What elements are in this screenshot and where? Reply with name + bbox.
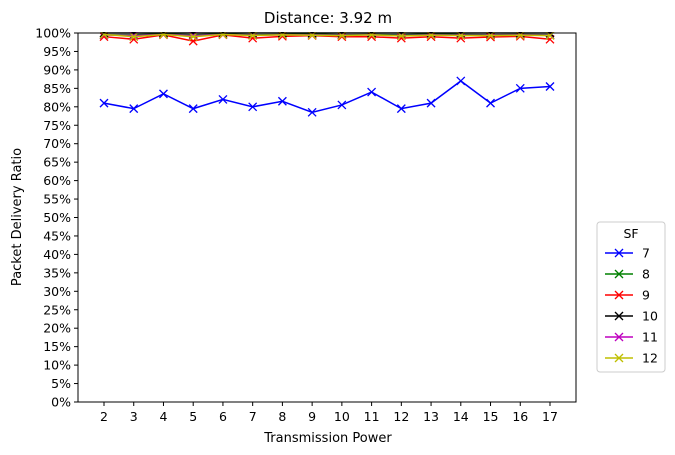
- y-tick-label: 45%: [43, 228, 71, 243]
- legend-marker: [614, 290, 624, 300]
- data-point-sf-7: [396, 104, 406, 114]
- legend-title: SF: [623, 226, 638, 241]
- data-point-sf-7: [515, 83, 525, 93]
- y-tick-label: 50%: [43, 210, 71, 225]
- y-tick-label: 65%: [43, 155, 71, 170]
- x-tick-label: 5: [189, 409, 197, 424]
- plot-area: 0% 5% 10% 15% 20% 25% 30% 35% 40% 45% 50% 55% 60% 65%…: [35, 26, 577, 424]
- legend-marker: [614, 248, 624, 258]
- x-tick-label: 12: [393, 409, 409, 424]
- data-point-sf-12: [367, 32, 377, 40]
- data-point-sf-7: [486, 98, 495, 108]
- y-tick-label: 15%: [43, 339, 71, 354]
- x-axis-label: Transmission Power: [263, 431, 392, 446]
- y-tick-label: 25%: [43, 302, 71, 317]
- data-point-sf-7: [218, 94, 228, 104]
- y-tick-label: 30%: [43, 284, 71, 299]
- legend-entry-sf-10: 10: [605, 309, 658, 324]
- legend-marker: [614, 353, 624, 363]
- data-point-sf-7: [367, 87, 377, 97]
- data-point-sf-9: [367, 32, 377, 42]
- legend-marker: [614, 269, 624, 279]
- data-point-sf-9: [486, 32, 495, 42]
- y-tick-label: 55%: [43, 192, 71, 207]
- x-tick-label: 7: [249, 409, 257, 424]
- y-tick-label: 100%: [35, 26, 71, 41]
- series-sf-7: [99, 76, 555, 117]
- data-point-sf-7: [337, 100, 347, 110]
- data-point-sf-12: [99, 32, 109, 39]
- x-tick-label: 11: [364, 409, 380, 424]
- x-tick-label: 15: [483, 409, 499, 424]
- data-point-sf-7: [456, 76, 466, 86]
- plot-frame: [77, 32, 577, 403]
- legend-label: 12: [642, 351, 658, 366]
- legend-box: [596, 221, 666, 373]
- legend-entry-sf-7: 7: [605, 246, 650, 261]
- x-tick-label: 13: [423, 409, 439, 424]
- data-point-sf-9: [545, 34, 555, 44]
- data-point-sf-7: [159, 89, 168, 99]
- data-point-sf-7: [545, 82, 555, 91]
- x-tick-label: 9: [308, 409, 316, 424]
- x-tick-label: 10: [334, 409, 350, 424]
- data-point-sf-9: [337, 32, 347, 42]
- y-tick-label: 10%: [43, 358, 71, 373]
- data-point-sf-12: [159, 32, 168, 39]
- legend-label: 8: [642, 267, 650, 282]
- x-tick-label: 4: [159, 409, 167, 424]
- legend-label: 11: [642, 330, 658, 345]
- y-tick-label: 35%: [43, 265, 71, 280]
- legend-marker: [614, 332, 624, 342]
- series-line-sf-7: [103, 80, 551, 114]
- data-point-sf-9: [426, 32, 436, 42]
- data-point-sf-7: [426, 98, 436, 108]
- legend: SF 7 8 9 10 11 12: [596, 221, 666, 373]
- x-tick-label: 8: [278, 409, 286, 424]
- data-point-sf-12: [218, 32, 228, 39]
- x-tick-label: 3: [130, 409, 138, 424]
- chart-title: Distance: 3.92 m: [264, 9, 392, 27]
- legend-entry-sf-8: 8: [605, 267, 650, 282]
- legend-entry-sf-9: 9: [605, 288, 650, 303]
- legend-marker: [614, 311, 624, 321]
- y-tick-label: 75%: [43, 118, 71, 133]
- legend-label: 9: [642, 288, 650, 303]
- data-point-sf-12: [277, 32, 287, 40]
- x-tick-label: 14: [453, 409, 469, 424]
- series-line-sf-12: [103, 33, 551, 38]
- y-tick-label: 90%: [43, 62, 71, 77]
- legend-label: 7: [642, 246, 650, 261]
- y-tick-label: 60%: [43, 173, 71, 188]
- data-point-sf-7: [129, 104, 139, 114]
- y-axis-label: Packet Delivery Ratio: [10, 148, 25, 286]
- y-tick-label: 5%: [51, 376, 71, 391]
- y-tick-label: 80%: [43, 99, 71, 114]
- y-tick-label: 0%: [51, 395, 71, 410]
- data-point-sf-7: [188, 104, 198, 114]
- y-tick-label: 20%: [43, 321, 71, 336]
- y-tick-label: 95%: [43, 44, 71, 59]
- legend-entry-sf-12: 12: [605, 351, 658, 366]
- data-point-sf-12: [129, 32, 139, 42]
- x-tick-label: 17: [542, 409, 558, 424]
- data-point-sf-7: [99, 98, 109, 108]
- x-tick-label: 6: [219, 409, 227, 424]
- legend-entry-sf-11: 11: [605, 330, 658, 345]
- y-tick-label: 40%: [43, 247, 71, 262]
- y-tick-label: 85%: [43, 81, 71, 96]
- data-point-sf-7: [307, 107, 317, 117]
- y-tick-label: 70%: [43, 136, 71, 151]
- data-point-sf-7: [277, 96, 287, 106]
- x-tick-label: 2: [100, 409, 108, 424]
- data-point-sf-12: [188, 32, 198, 42]
- legend-label: 10: [642, 309, 658, 324]
- data-point-sf-7: [248, 102, 258, 112]
- x-tick-label: 16: [512, 409, 528, 424]
